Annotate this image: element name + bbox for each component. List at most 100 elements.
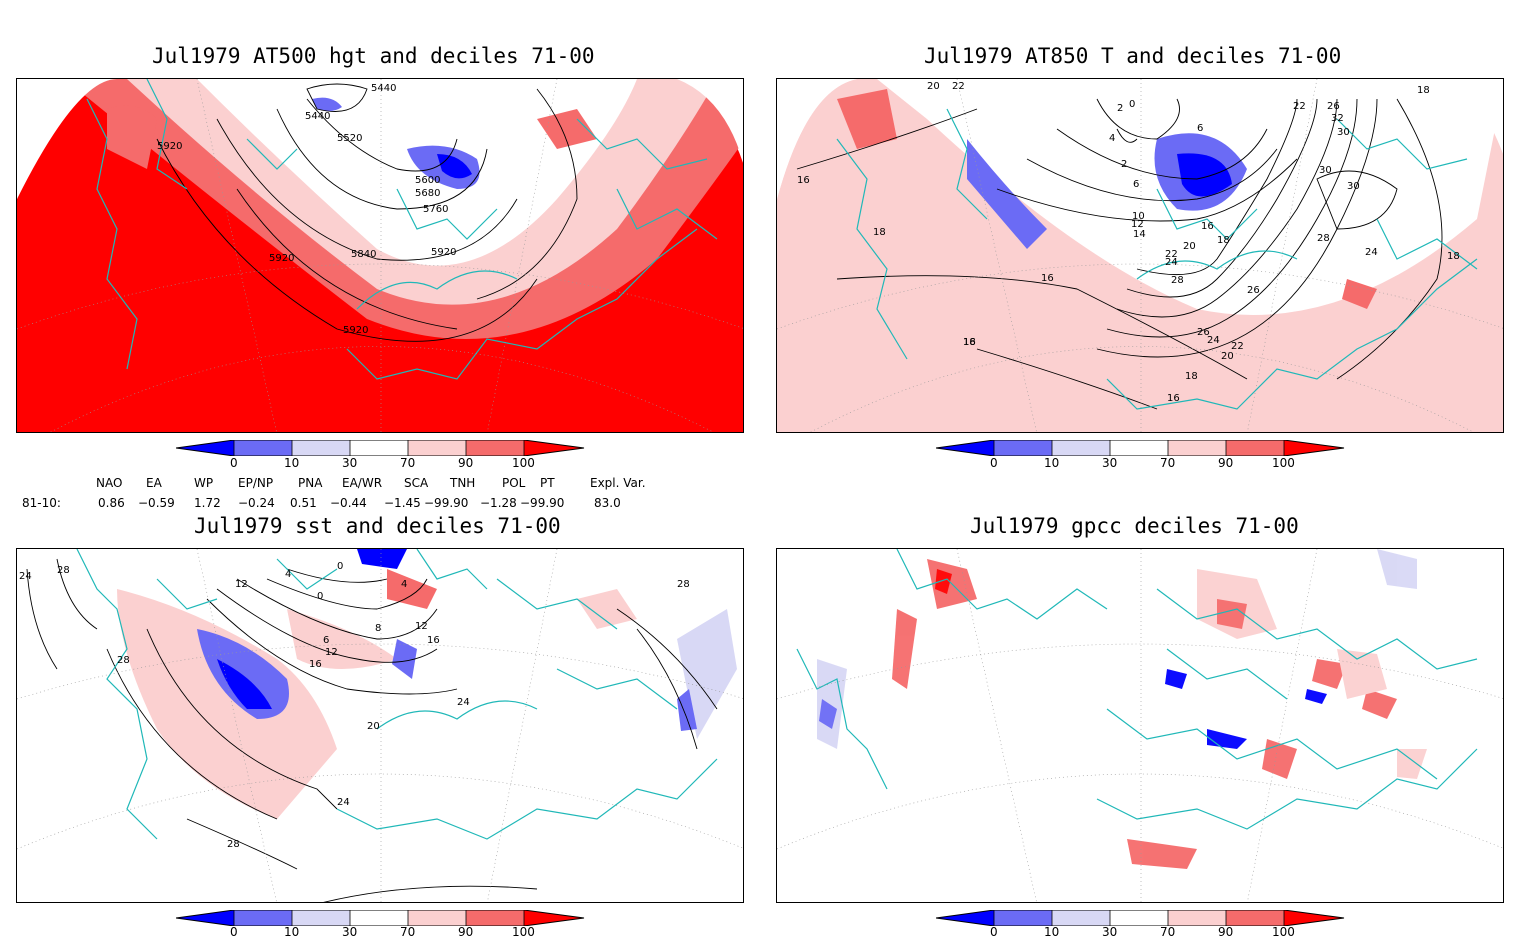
index-header: EA/WR (342, 476, 383, 490)
index-header: NAO (96, 476, 123, 490)
contour-label: 18 (1185, 371, 1198, 382)
index-row-label: 81-10: (22, 496, 61, 510)
cb-tick: 70 (400, 456, 416, 470)
contour-label: 32 (1331, 113, 1344, 124)
contour-label: 20 (927, 81, 940, 92)
index-value: 0.51 (290, 496, 317, 510)
contour-label: 18 (873, 227, 886, 238)
colorbar-1: 0 10 30 70 90 100 (175, 439, 586, 472)
index-value: −0.44 (330, 496, 367, 510)
contour-label: 28 (1171, 275, 1184, 286)
contour-label: 28 (227, 839, 240, 850)
contour-label: 18 (1417, 85, 1430, 96)
contour-label: 24 (337, 797, 350, 808)
indices-value-row: 81-10: 0.86 −0.59 1.72 −0.24 0.51 −0.44 … (0, 496, 760, 512)
contour-label: 18 (1447, 251, 1460, 262)
index-header: TNH (450, 476, 476, 490)
index-header: EA (146, 476, 162, 490)
cb-tick: 10 (1044, 925, 1060, 939)
contour-label: 16 (427, 635, 440, 646)
cb-tick: 30 (1102, 456, 1118, 470)
contour-label: 5920 (431, 247, 456, 258)
map-gpcc (776, 548, 1504, 903)
index-value: −1.45 (384, 496, 421, 510)
contour-label: 12 (235, 579, 248, 590)
contour-label: 5920 (157, 141, 182, 152)
contour-label: 4 (1109, 133, 1115, 144)
cb-tick: 0 (990, 925, 998, 939)
cb-tick: 70 (400, 925, 416, 939)
index-value: −99.90 (424, 496, 469, 510)
index-header: SCA (404, 476, 429, 490)
contour-label: 10 (1132, 211, 1145, 222)
cb-tick: 90 (458, 925, 474, 939)
contour-label: 6 (1197, 123, 1203, 134)
contour-label: 16 (309, 659, 322, 670)
panel-title-t850: Jul1979 AT850 T and deciles 71-00 (924, 44, 1342, 68)
contour-label: 18 (1217, 235, 1230, 246)
contour-label: 16 (1041, 273, 1054, 284)
contour-label: 20 (367, 721, 380, 732)
cb-tick: 70 (1160, 456, 1176, 470)
contour-label: 16 (963, 337, 976, 348)
contour-label: 22 (952, 81, 965, 92)
cb-tick: 30 (342, 456, 358, 470)
contour-label: 16 (1201, 221, 1214, 232)
cb-tick: 70 (1160, 925, 1176, 939)
map-hgt500: 5440 5440 5520 5920 5600 5680 5760 5840 … (16, 78, 744, 433)
contour-label: 16 (797, 175, 810, 186)
contour-label: 5920 (269, 253, 294, 264)
cb-tick: 0 (990, 456, 998, 470)
panel-title-gpcc: Jul1979 gpcc deciles 71-00 (970, 514, 1299, 538)
contour-label: 12 (415, 621, 428, 632)
indices-header-row: NAO EA WP EP/NP PNA EA/WR SCA TNH POL PT… (0, 476, 760, 492)
panel-title-hgt500: Jul1979 AT500 hgt and deciles 71-00 (152, 44, 595, 68)
contour-label: 5440 (305, 111, 330, 122)
cb-tick: 10 (284, 456, 300, 470)
index-value: 1.72 (194, 496, 221, 510)
contour-label: 6 (323, 635, 329, 646)
cb-tick: 90 (1218, 456, 1234, 470)
colorbar-4: 0 10 30 70 90 100 (935, 909, 1346, 940)
map-t850: 20 22 2 0 4 2 6 6 16 18 10 12 14 16 18 2… (776, 78, 1504, 433)
contour-label: 2 (1121, 159, 1127, 170)
contour-label: 5920 (343, 325, 368, 336)
contour-label: 5680 (415, 188, 440, 199)
contour-label: 30 (1337, 127, 1350, 138)
contour-label: 20 (1183, 241, 1196, 252)
contour-label: 12 (1131, 219, 1144, 230)
index-value: 83.0 (594, 496, 621, 510)
contour-label: 4 (285, 569, 291, 580)
contour-label: 0 (317, 591, 323, 602)
contour-label: 24 (457, 697, 470, 708)
contour-label: 2 (1117, 103, 1123, 114)
contour-label: 5760 (423, 204, 448, 215)
colorbar-3: 0 10 30 70 90 100 (175, 909, 586, 940)
cb-tick: 90 (1218, 925, 1234, 939)
contour-label: 0 (1129, 99, 1135, 110)
contour-label: 4 (401, 579, 407, 590)
contour-label: 30 (1347, 181, 1360, 192)
contour-label: 24 (1365, 247, 1378, 258)
map-sst: 24 28 12 4 0 0 4 6 8 12 16 20 24 24 28 2… (16, 548, 744, 903)
index-value: 0.86 (98, 496, 125, 510)
cb-tick: 100 (1272, 456, 1295, 470)
contour-label: 28 (117, 655, 130, 666)
contour-label: 5440 (371, 83, 396, 94)
contour-label: 26 (1247, 285, 1260, 296)
index-value: −99.90 (520, 496, 565, 510)
contour-label: 0 (337, 561, 343, 572)
contour-label: 5840 (351, 249, 376, 260)
index-value: −0.59 (138, 496, 175, 510)
contour-label: 28 (677, 579, 690, 590)
cb-tick: 30 (1102, 925, 1118, 939)
contour-label: 18 (963, 337, 976, 348)
index-value: −1.28 (480, 496, 517, 510)
colorbar-2: 0 10 30 70 90 100 (935, 439, 1346, 472)
cb-tick: 30 (342, 925, 358, 939)
contour-label: 6 (1133, 179, 1139, 190)
contour-label: 22 (1165, 249, 1178, 260)
contour-label: 22 (1231, 341, 1244, 352)
contour-label: 20 (1221, 351, 1234, 362)
contour-label: 24 (1165, 257, 1178, 268)
